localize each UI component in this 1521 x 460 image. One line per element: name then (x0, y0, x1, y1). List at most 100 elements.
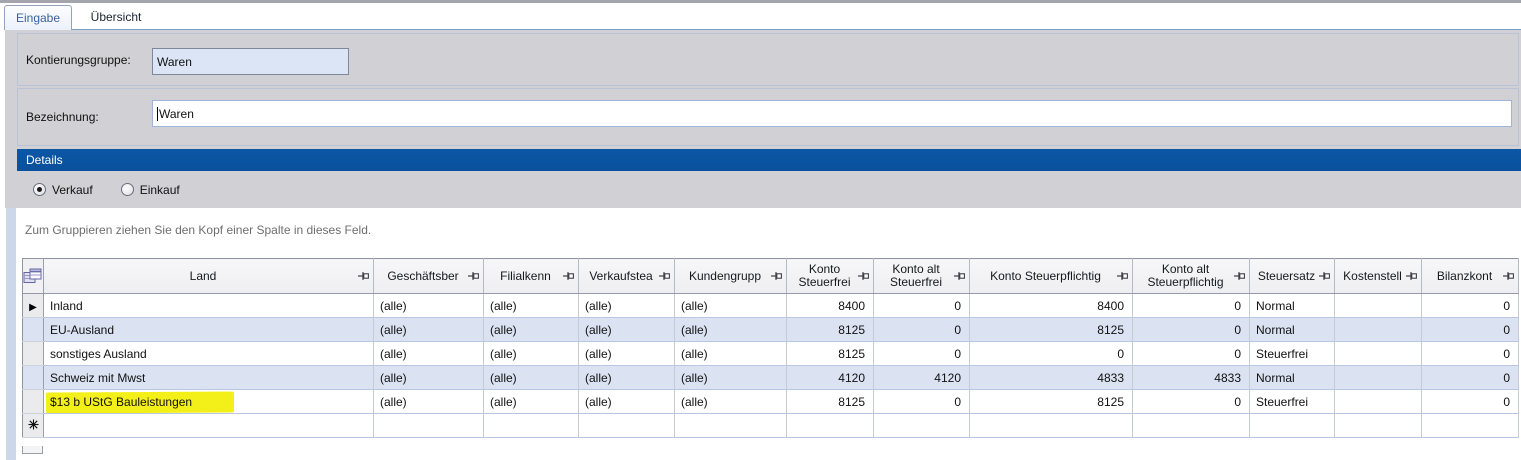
new-row[interactable] (22, 413, 1519, 438)
column-header-kundengrupp[interactable]: Kundengrupp (674, 258, 787, 294)
grid-cell[interactable]: 0 (1132, 293, 1250, 318)
grid-cell[interactable]: 0 (1132, 389, 1250, 414)
grid-cell[interactable]: (alle) (578, 341, 675, 366)
radio-verkauf[interactable]: Verkauf (33, 183, 93, 197)
grid-cell[interactable]: 0 (1132, 341, 1250, 366)
pin-icon[interactable] (563, 271, 576, 281)
column-header-kostenstell[interactable]: Kostenstell (1334, 258, 1422, 294)
grid-cell[interactable]: Inland (43, 293, 374, 318)
row-selector-cell[interactable]: ▶ (22, 293, 44, 318)
pin-icon[interactable] (1319, 271, 1332, 281)
grid-cell[interactable]: 8400 (786, 293, 874, 318)
grid-cell-empty[interactable] (43, 413, 374, 438)
grid-cell[interactable]: (alle) (483, 317, 579, 342)
column-header-konto-steuerpflichtig[interactable]: Konto Steuerpflichtig (969, 258, 1133, 294)
grid-cell[interactable]: (alle) (578, 293, 675, 318)
grid-cell[interactable]: (alle) (483, 365, 579, 390)
grid-cell[interactable]: Steuerfrei (1249, 389, 1335, 414)
row-selector-cell[interactable] (22, 365, 44, 390)
grid-cell[interactable]: 0 (873, 389, 970, 414)
grid-cell[interactable]: (alle) (483, 341, 579, 366)
grid-cell[interactable] (1334, 317, 1422, 342)
grid-cell[interactable]: (alle) (674, 293, 787, 318)
grid-cell[interactable]: $13 b UStG Bauleistungen (43, 389, 374, 414)
grid-cell[interactable]: 0 (1132, 317, 1250, 342)
grid-cell[interactable]: 8125 (786, 341, 874, 366)
grid-cell[interactable]: (alle) (373, 365, 484, 390)
grid-cell[interactable]: sonstiges Ausland (43, 341, 374, 366)
grid-corner-cell[interactable] (22, 258, 44, 294)
grid-cell[interactable]: (alle) (483, 293, 579, 318)
grid-cell[interactable]: 0 (873, 341, 970, 366)
grid-cell-empty[interactable] (873, 413, 970, 438)
grid-cell-empty[interactable] (969, 413, 1133, 438)
grid-cell[interactable]: 0 (1421, 341, 1519, 366)
grid-cell-empty[interactable] (373, 413, 484, 438)
pin-icon[interactable] (771, 271, 784, 281)
grid-cell[interactable]: 0 (969, 341, 1133, 366)
grid-cell[interactable]: 8125 (969, 317, 1133, 342)
grid-cell[interactable]: 0 (1421, 317, 1519, 342)
grid-cell[interactable] (1334, 365, 1422, 390)
grid-cell[interactable]: 0 (1421, 365, 1519, 390)
grid-cell[interactable]: 8125 (786, 317, 874, 342)
column-header-filialkenn[interactable]: Filialkenn (483, 258, 579, 294)
grid-cell[interactable]: (alle) (373, 341, 484, 366)
grid-cell[interactable]: 4833 (969, 365, 1133, 390)
grid-cell[interactable]: (alle) (373, 389, 484, 414)
grid-cell[interactable] (1334, 389, 1422, 414)
grid-cell[interactable]: (alle) (674, 389, 787, 414)
grid-cell[interactable]: 0 (873, 317, 970, 342)
grid-cell-empty[interactable] (674, 413, 787, 438)
pin-icon[interactable] (358, 271, 371, 281)
column-header-verkaufstea[interactable]: Verkaufstea (578, 258, 675, 294)
column-header-konto-alt-steuerpflichtig[interactable]: Konto alt Steuerpflichtig (1132, 258, 1250, 294)
grid-cell-empty[interactable] (1249, 413, 1335, 438)
column-header-gesch-ftsber[interactable]: Geschäftsber (373, 258, 484, 294)
row-selector-cell[interactable] (22, 341, 44, 366)
group-by-panel[interactable]: Zum Gruppieren ziehen Sie den Kopf einer… (25, 220, 371, 240)
grid-cell[interactable]: Normal (1249, 365, 1335, 390)
grid-cell-empty[interactable] (578, 413, 675, 438)
grid-cell[interactable]: (alle) (483, 389, 579, 414)
grid-cell-empty[interactable] (483, 413, 579, 438)
grid-cell-empty[interactable] (1132, 413, 1250, 438)
grid-cell[interactable]: 4833 (1132, 365, 1250, 390)
grid-cell[interactable]: 8400 (969, 293, 1133, 318)
pin-icon[interactable] (1406, 271, 1419, 281)
grid-cell[interactable]: Steuerfrei (1249, 341, 1335, 366)
grid-cell[interactable]: 0 (1421, 293, 1519, 318)
row-selector-cell[interactable] (22, 389, 44, 414)
grid-cell[interactable]: (alle) (674, 341, 787, 366)
grid-cell[interactable]: (alle) (373, 317, 484, 342)
grid-cell[interactable]: (alle) (578, 365, 675, 390)
column-header-konto-alt-steuerfrei[interactable]: Konto alt Steuerfrei (873, 258, 970, 294)
pin-icon[interactable] (1503, 271, 1516, 281)
column-header-steuersatz[interactable]: Steuersatz (1249, 258, 1335, 294)
grid-cell[interactable] (1334, 293, 1422, 318)
pin-icon[interactable] (1234, 271, 1247, 281)
grid-cell[interactable]: (alle) (578, 317, 675, 342)
grid-cell[interactable]: (alle) (373, 293, 484, 318)
grid-cell[interactable]: Schweiz mit Mwst (43, 365, 374, 390)
grid-cell[interactable]: (alle) (674, 365, 787, 390)
tab-eingabe[interactable]: Eingabe (4, 5, 72, 30)
grid-cell[interactable]: 4120 (786, 365, 874, 390)
pin-icon[interactable] (468, 271, 481, 281)
grid-cell[interactable]: (alle) (674, 317, 787, 342)
grid-cell[interactable]: 8125 (786, 389, 874, 414)
row-selector-cell[interactable] (22, 317, 44, 342)
radio-einkauf[interactable]: Einkauf (120, 183, 180, 197)
column-header-land[interactable]: Land (43, 258, 374, 294)
grid-cell[interactable]: (alle) (578, 389, 675, 414)
grid-cell[interactable]: 8125 (969, 389, 1133, 414)
new-row-selector-cell[interactable] (22, 413, 44, 438)
grid-cell[interactable]: 0 (873, 293, 970, 318)
grid-cell[interactable]: 4120 (873, 365, 970, 390)
grid-cell-empty[interactable] (786, 413, 874, 438)
grid-cell-empty[interactable] (1421, 413, 1519, 438)
column-header-konto-steuerfrei[interactable]: Konto Steuerfrei (786, 258, 874, 294)
pin-icon[interactable] (659, 271, 672, 281)
grid-cell[interactable] (1334, 341, 1422, 366)
grid-cell[interactable]: EU-Ausland (43, 317, 374, 342)
